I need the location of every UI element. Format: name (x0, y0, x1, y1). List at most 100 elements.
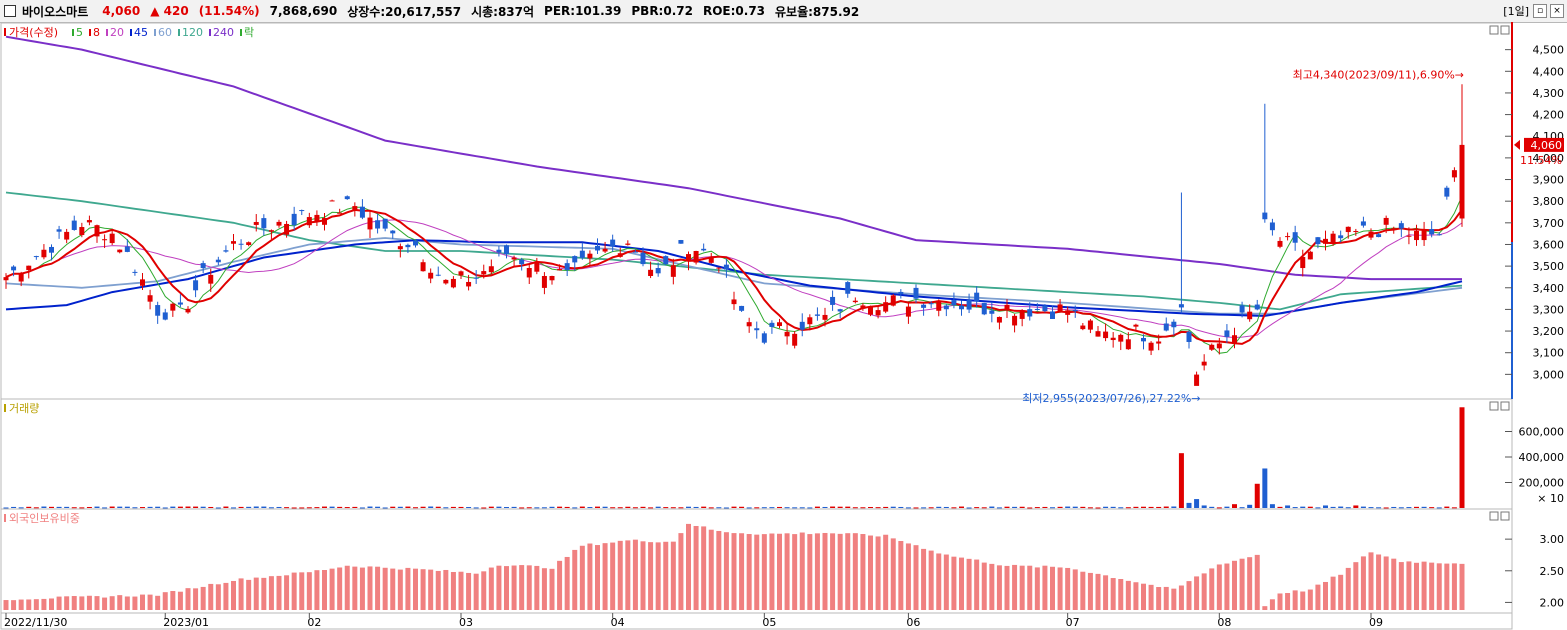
volume-panel-minimize-button[interactable] (1489, 401, 1499, 411)
candle-body-101 (769, 322, 775, 327)
foreign-panel-close-button[interactable] (1500, 511, 1510, 521)
foreign-bar-29 (223, 582, 229, 610)
foreign-bar-18 (140, 594, 145, 610)
volume-bar-39 (299, 507, 305, 509)
volume-bar-69 (526, 507, 532, 509)
candle-body-117 (890, 295, 896, 306)
foreign-bar-27 (208, 583, 214, 610)
candle-body-120 (913, 287, 919, 299)
foreign-bar-44 (337, 567, 343, 610)
volume-bar-54 (413, 507, 418, 509)
foreign-bar-19 (147, 594, 153, 610)
foreign-bar-127 (966, 558, 972, 610)
candle-body-187 (1421, 229, 1427, 241)
foreign-bar-142 (1080, 571, 1086, 610)
candle-body-41 (314, 214, 320, 222)
candle-body-135 (1027, 309, 1033, 317)
stock-name[interactable]: 바이오스마트 (22, 4, 89, 19)
volume-bar-97 (739, 506, 745, 508)
volume-panel-buttons[interactable] (1489, 401, 1510, 411)
candle-body-90 (686, 254, 691, 262)
foreign-bar-69 (526, 565, 532, 610)
volume-bar-154 (1171, 506, 1177, 508)
candle-body-61 (466, 281, 472, 287)
volume-bar-64 (488, 506, 494, 508)
volume-bar-19 (147, 506, 153, 508)
foreign-bar-179 (1360, 556, 1366, 610)
date-label-2: 02 (307, 616, 321, 629)
volume-bar-108 (822, 506, 828, 508)
period-selector[interactable]: [1일] (1503, 5, 1529, 18)
candle-body-182 (1383, 217, 1389, 225)
volume-bar-122 (928, 507, 934, 509)
candle-body-140 (1065, 310, 1071, 315)
price-panel-buttons[interactable] (1489, 25, 1510, 35)
legend-marker-2 (106, 29, 108, 36)
candle-body-171 (1300, 256, 1306, 269)
volume-bars (3, 407, 1465, 509)
foreign-bar-104 (792, 534, 798, 610)
price-panel-minimize-button[interactable] (1489, 25, 1499, 35)
foreign-panel-minimize-button[interactable] (1489, 511, 1499, 521)
legend-marker-4 (154, 29, 156, 36)
candle-body-103 (784, 331, 790, 337)
candle-body-1 (11, 266, 17, 271)
candle-body-58 (443, 279, 449, 284)
foreign-panel-buttons[interactable] (1489, 511, 1510, 521)
select-checkbox[interactable] (4, 5, 16, 17)
candle-body-108 (822, 314, 828, 320)
volume-bar-120 (913, 507, 919, 509)
volume-bar-188 (1429, 507, 1435, 509)
volume-bar-103 (784, 507, 790, 509)
volume-bar-82 (625, 506, 631, 508)
foreign-bar-68 (519, 565, 525, 610)
candle-body-76 (579, 250, 585, 258)
volume-panel-close-button[interactable] (1500, 401, 1510, 411)
candle-body-20 (155, 305, 161, 316)
close-button[interactable]: × (1550, 4, 1564, 18)
foreign-bar-32 (246, 579, 252, 610)
volume-bar-40 (306, 507, 312, 509)
candle-body-16 (124, 246, 130, 252)
candle-body-48 (367, 217, 373, 230)
volume-bar-138 (1050, 507, 1055, 509)
volume-bar-176 (1338, 506, 1344, 508)
price-axis: 3,000 3,100 3,200 3,300 3,400 3,500 3,600 3,700… (1505, 44, 1564, 381)
foreign-bar-115 (875, 536, 881, 610)
candle-body-79 (602, 248, 608, 252)
volume-bar-7 (56, 506, 62, 508)
volume-bar-65 (496, 506, 502, 508)
volume-bar-115 (875, 507, 881, 509)
foreign-bar-24 (185, 588, 191, 610)
candle-body-176 (1338, 235, 1344, 239)
foreign-bar-53 (405, 567, 411, 610)
restore-button[interactable]: ▫ (1533, 4, 1547, 18)
volume-legend: 거래량 (4, 402, 39, 415)
volume-bar-52 (397, 506, 403, 508)
date-labels: 2022/11/30 2023/01 02 03 04 05 06 07 08 09 (4, 613, 1383, 629)
foreign-bar-180 (1368, 552, 1374, 610)
volume-bar-94 (716, 507, 722, 509)
candle-body-80 (610, 239, 616, 247)
candle-body-71 (541, 275, 547, 288)
foreign-bar-74 (564, 556, 570, 610)
foreign-bar-150 (1141, 583, 1146, 610)
foreign-bar-152 (1156, 587, 1162, 610)
foreign-bar-95 (723, 532, 729, 610)
volume-bar-104 (792, 507, 798, 509)
volume-legend-label: 거래량 (9, 402, 39, 415)
price-change: ▲ 420 (150, 4, 189, 18)
foreign-bar-36 (276, 575, 282, 610)
legend-item-0: 5 (76, 26, 83, 39)
foreign-bar-63 (481, 571, 487, 610)
candle-body-141 (1072, 309, 1078, 312)
price-panel-close-button[interactable] (1500, 25, 1510, 35)
foreign-bar-146 (1110, 578, 1116, 610)
foreign-bar-155 (1178, 585, 1184, 610)
candle-body-19 (147, 295, 153, 302)
candle-body-44 (337, 212, 343, 214)
current-price: 4,060 (102, 4, 141, 18)
foreign-bar-23 (177, 591, 183, 610)
foreign-bar-92 (701, 526, 707, 610)
